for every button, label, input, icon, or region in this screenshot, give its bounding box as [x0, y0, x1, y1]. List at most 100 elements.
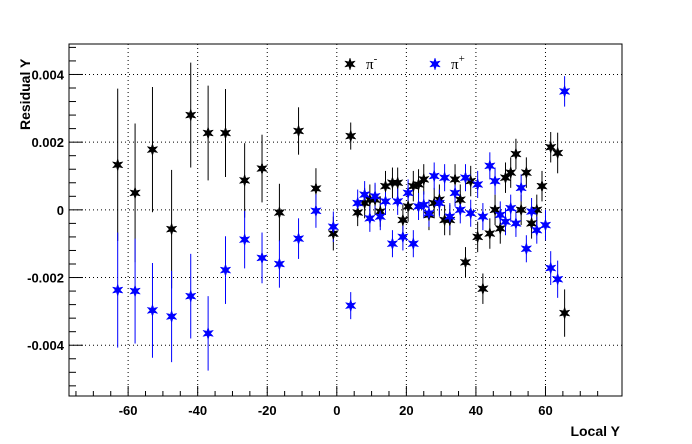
data-point-pi-minus — [391, 175, 404, 190]
legend-marker — [344, 57, 356, 71]
plot-frame — [68, 43, 623, 397]
data-point-pi-minus — [129, 186, 141, 200]
data-point-pi-minus — [544, 140, 557, 155]
data-point-pi-plus — [428, 169, 441, 183]
x-tick-label: 0 — [333, 403, 340, 418]
data-point-pi-plus — [374, 209, 387, 224]
data-point-pi-plus — [310, 204, 322, 218]
data-point-pi-plus — [423, 206, 435, 221]
data-point-pi-plus — [515, 181, 528, 195]
data-point-pi-plus — [449, 186, 461, 200]
x-tick-label: 20 — [399, 403, 413, 418]
data-point-pi-plus — [386, 236, 399, 251]
data-point-pi-minus — [165, 222, 178, 236]
legend-label: π+ — [451, 53, 465, 73]
data-markers — [111, 84, 571, 341]
tick-labels: -60 -40 -20 0 20 40 60 -0.004 -0.002 0 0.002 0.004 — [27, 67, 553, 418]
data-point-pi-plus — [489, 174, 501, 188]
data-point-pi-minus — [449, 172, 461, 187]
data-point-pi-minus — [483, 226, 496, 241]
x-tick-label: 60 — [538, 403, 552, 418]
data-point-pi-minus — [471, 230, 484, 244]
data-point-pi-minus — [238, 173, 251, 188]
data-point-pi-minus — [146, 142, 159, 157]
data-point-pi-plus — [539, 218, 552, 232]
data-point-pi-plus — [379, 194, 392, 209]
x-tick-label: 40 — [469, 403, 483, 418]
data-point-pi-plus — [443, 209, 456, 224]
data-point-pi-plus — [494, 208, 507, 222]
y-tick-label: 0.004 — [31, 67, 64, 82]
x-tick-label: -60 — [119, 403, 138, 418]
legend: π-π+ — [344, 53, 465, 73]
y-axis-title: Residual Y — [17, 58, 33, 130]
data-point-pi-plus — [256, 251, 268, 265]
data-point-pi-minus — [256, 161, 268, 176]
data-point-pi-plus — [238, 232, 251, 247]
legend-label: π- — [366, 53, 378, 73]
data-point-pi-plus — [464, 206, 477, 221]
data-point-pi-minus — [504, 165, 517, 180]
data-point-pi-minus — [551, 146, 564, 160]
data-point-pi-minus — [515, 203, 528, 217]
y-tick-label: 0.002 — [31, 135, 64, 150]
data-point-pi-minus — [489, 203, 501, 217]
data-point-pi-plus — [544, 261, 557, 275]
data-point-pi-plus — [525, 204, 538, 219]
data-point-pi-plus — [407, 236, 420, 251]
data-point-pi-minus — [184, 108, 197, 122]
data-point-pi-plus — [454, 203, 467, 217]
data-point-pi-minus — [510, 147, 522, 161]
data-point-pi-plus — [111, 283, 124, 297]
data-point-pi-plus — [438, 170, 451, 185]
x-tick-label: -20 — [258, 403, 277, 418]
data-point-pi-plus — [510, 216, 522, 231]
data-point-pi-plus — [476, 209, 489, 224]
data-point-pi-plus — [165, 309, 178, 324]
data-point-pi-plus — [499, 214, 512, 229]
data-point-pi-plus — [483, 159, 496, 173]
data-point-pi-minus — [219, 126, 232, 140]
data-point-pi-minus — [520, 165, 533, 180]
data-point-pi-plus — [358, 187, 371, 202]
data-point-pi-plus — [551, 272, 564, 287]
data-point-pi-plus — [146, 303, 159, 318]
data-point-pi-plus — [471, 177, 484, 192]
axis-ticks — [69, 46, 599, 396]
data-point-pi-minus — [202, 126, 215, 140]
data-point-pi-minus — [396, 213, 409, 227]
data-point-pi-minus — [292, 124, 305, 138]
data-point-pi-plus — [184, 289, 197, 303]
y-tick-label: -0.004 — [27, 338, 65, 353]
data-point-pi-plus — [417, 197, 430, 212]
data-point-pi-plus — [433, 196, 446, 210]
data-point-pi-plus — [363, 211, 376, 226]
x-axis-title: Local Y — [570, 423, 620, 439]
y-tick-label: 0 — [57, 203, 64, 218]
data-point-pi-plus — [292, 231, 305, 246]
data-point-pi-plus — [202, 326, 215, 341]
data-point-pi-plus — [344, 298, 357, 313]
data-point-pi-plus — [504, 201, 517, 215]
data-point-pi-plus — [558, 84, 571, 99]
data-point-pi-plus — [351, 196, 364, 210]
data-point-pi-minus — [417, 172, 430, 187]
data-point-pi-minus — [536, 179, 548, 193]
data-point-pi-minus — [344, 129, 357, 143]
y-tick-label: -0.002 — [27, 271, 64, 286]
data-point-pi-plus — [459, 170, 472, 185]
data-point-pi-minus — [310, 181, 322, 196]
data-point-pi-plus — [520, 241, 533, 256]
data-point-pi-plus — [273, 257, 286, 271]
data-point-pi-minus — [111, 158, 124, 172]
data-point-pi-plus — [396, 230, 409, 244]
data-point-pi-plus — [391, 194, 404, 209]
data-point-pi-minus — [273, 205, 286, 220]
data-point-pi-minus — [476, 281, 489, 296]
data-point-pi-plus — [369, 189, 381, 204]
data-point-pi-minus — [351, 205, 364, 220]
data-point-pi-minus — [459, 255, 472, 270]
legend-marker — [429, 57, 441, 71]
data-point-pi-minus — [558, 306, 571, 320]
